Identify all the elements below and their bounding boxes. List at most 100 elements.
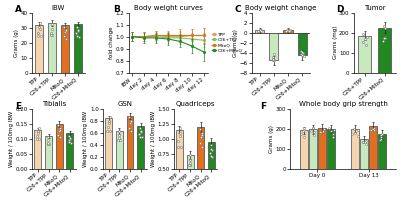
Point [186,163,193,166]
Point [45,142,51,145]
Bar [300,130,308,169]
Y-axis label: Grams (g): Grams (g) [269,125,274,153]
Point [34,135,40,138]
Point [136,132,143,136]
Point [186,158,193,162]
Title: Quadriceps: Quadriceps [176,101,215,107]
Bar [309,129,317,169]
Y-axis label: Weight / 100mg IBW: Weight / 100mg IBW [9,111,14,167]
Point [371,126,378,129]
Point [378,137,384,140]
Point [363,140,369,143]
Point [55,124,62,127]
Point [286,29,293,32]
Point [308,130,314,133]
Point [381,36,388,39]
Text: F: F [260,101,266,111]
Point [116,130,122,133]
Bar [208,142,215,199]
Point [382,26,388,30]
Bar [378,134,386,169]
Y-axis label: Weight / 100mg IBW: Weight / 100mg IBW [84,111,88,167]
Point [209,155,216,159]
Point [298,54,305,57]
Point [317,130,323,134]
Point [61,25,67,28]
Point [286,29,292,32]
Point [352,131,358,135]
Point [36,127,42,130]
Point [270,55,276,58]
Point [62,30,68,34]
Point [283,29,290,32]
Bar [45,136,52,169]
Point [199,134,205,137]
Point [36,27,43,31]
Point [297,52,304,56]
Title: Tumor: Tumor [364,5,386,11]
Point [45,135,52,138]
Point [330,132,336,136]
Y-axis label: Grams (g): Grams (g) [14,29,20,57]
Bar [360,139,368,169]
Point [258,28,264,32]
Point [73,32,80,35]
Point [116,134,122,137]
Point [128,121,134,124]
Bar [269,33,278,60]
Point [35,132,42,135]
Bar [126,116,134,169]
Point [116,137,122,140]
Text: E: E [15,101,22,111]
Point [63,29,70,33]
Point [106,115,113,118]
Point [34,138,40,141]
Point [176,131,183,134]
Point [349,132,356,136]
Point [321,127,328,131]
Point [48,31,54,34]
Point [45,141,51,144]
Text: B: B [113,5,120,15]
Bar [298,33,307,55]
Point [284,28,290,32]
Bar [35,25,43,73]
Bar [137,126,144,169]
Point [379,132,385,136]
Point [367,128,374,131]
Point [75,29,82,33]
Bar [176,130,183,199]
Point [36,25,43,28]
Point [48,27,55,31]
Point [63,28,70,31]
Text: A: A [15,5,22,15]
Point [74,35,80,38]
Point [270,58,276,61]
Point [330,129,337,132]
Point [301,129,307,132]
Point [177,134,183,138]
Title: GSN: GSN [117,101,132,107]
Point [187,164,194,167]
Point [371,128,378,132]
Point [66,139,72,142]
Bar [105,118,112,169]
Point [257,29,264,32]
Bar [116,131,123,169]
Point [298,49,304,53]
Point [381,37,387,40]
Point [258,29,264,32]
Point [49,22,55,25]
Title: Tibialis: Tibialis [42,101,66,107]
Point [311,130,317,133]
Point [187,154,193,157]
Point [106,121,112,125]
Point [138,130,144,134]
Point [299,129,306,133]
Point [320,130,326,133]
Point [36,138,42,141]
Point [198,135,204,139]
Point [285,29,292,32]
Point [116,138,123,142]
Point [67,136,73,139]
